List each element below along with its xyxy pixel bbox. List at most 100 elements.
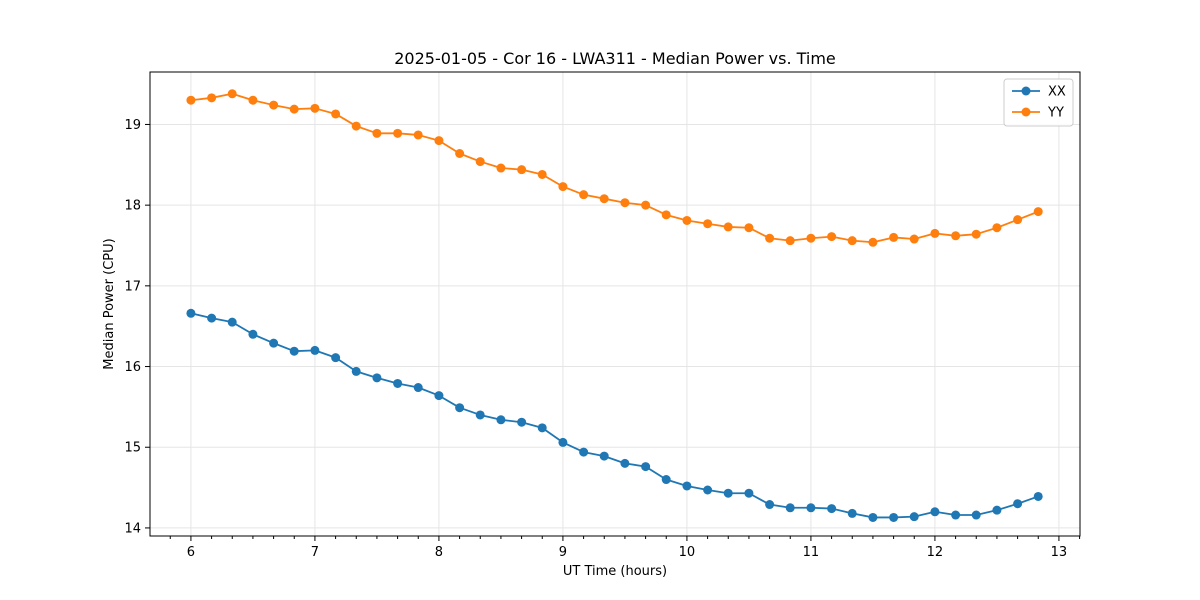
x-tick-label: 12 bbox=[927, 545, 944, 560]
y-axis-label: Median Power (CPU) bbox=[102, 238, 117, 369]
data-point-xx bbox=[269, 338, 279, 348]
x-tick-label: 7 bbox=[311, 545, 319, 560]
data-point-xx bbox=[620, 458, 630, 468]
data-point-xx bbox=[434, 391, 444, 401]
data-point-xx bbox=[992, 505, 1002, 515]
data-point-yy bbox=[599, 194, 609, 204]
series-yy bbox=[186, 89, 1043, 247]
data-point-yy bbox=[889, 232, 899, 242]
data-point-yy bbox=[951, 231, 961, 241]
x-axis-label: UT Time (hours) bbox=[563, 564, 667, 579]
legend-marker-yy bbox=[1021, 107, 1031, 117]
y-tick-label: 16 bbox=[124, 360, 141, 375]
data-point-xx bbox=[661, 475, 671, 485]
data-point-yy bbox=[558, 182, 568, 192]
data-point-yy bbox=[351, 121, 361, 131]
data-point-yy bbox=[868, 237, 878, 247]
data-point-yy bbox=[620, 198, 630, 208]
data-point-yy bbox=[434, 136, 444, 146]
y-tick-label: 15 bbox=[124, 441, 141, 456]
data-point-xx bbox=[248, 329, 258, 339]
data-point-xx bbox=[537, 423, 547, 433]
data-point-xx bbox=[785, 503, 795, 513]
data-point-yy bbox=[1033, 207, 1043, 217]
data-point-xx bbox=[372, 373, 382, 383]
x-tick-label: 10 bbox=[679, 545, 696, 560]
data-point-yy bbox=[372, 128, 382, 138]
legend-item-yy: YY bbox=[1012, 106, 1064, 121]
series-xx bbox=[186, 308, 1043, 522]
data-point-xx bbox=[599, 451, 609, 461]
data-point-xx bbox=[868, 512, 878, 522]
data-point-xx bbox=[682, 481, 692, 491]
data-point-yy bbox=[785, 236, 795, 246]
data-point-xx bbox=[641, 462, 651, 472]
data-point-xx bbox=[393, 378, 403, 388]
data-point-xx bbox=[1033, 491, 1043, 501]
y-tick-label: 18 bbox=[124, 199, 141, 214]
x-tick-label: 8 bbox=[435, 545, 443, 560]
data-point-xx bbox=[847, 508, 857, 518]
data-point-xx bbox=[289, 346, 299, 356]
data-point-xx bbox=[951, 510, 961, 520]
data-point-yy bbox=[806, 233, 816, 243]
data-point-xx bbox=[496, 415, 506, 425]
data-point-xx bbox=[806, 503, 816, 513]
data-point-xx bbox=[889, 512, 899, 522]
data-point-yy bbox=[641, 200, 651, 210]
data-point-yy bbox=[227, 89, 237, 99]
data-point-xx bbox=[186, 308, 196, 318]
x-tick-label: 13 bbox=[1051, 545, 1068, 560]
data-point-xx bbox=[765, 500, 775, 510]
data-point-xx bbox=[455, 403, 465, 413]
data-point-yy bbox=[517, 165, 527, 175]
data-point-yy bbox=[703, 219, 713, 229]
data-point-yy bbox=[579, 190, 589, 200]
x-tick-label: 6 bbox=[187, 545, 195, 560]
data-point-yy bbox=[765, 233, 775, 243]
chart-title: 2025-01-05 - Cor 16 - LWA311 - Median Po… bbox=[394, 49, 836, 68]
data-point-xx bbox=[413, 383, 423, 393]
data-point-yy bbox=[269, 100, 279, 110]
data-point-xx bbox=[310, 345, 320, 355]
axis-ticks: 6 7 8 9 10 11 12 13 14 15 16 17 18 19 bbox=[124, 118, 1081, 560]
data-point-xx bbox=[827, 504, 837, 514]
data-point-xx bbox=[930, 507, 940, 517]
data-point-xx bbox=[475, 410, 485, 420]
data-point-xx bbox=[579, 447, 589, 457]
data-point-yy bbox=[475, 157, 485, 167]
data-point-xx bbox=[723, 488, 733, 498]
data-point-yy bbox=[455, 149, 465, 159]
data-point-xx bbox=[744, 488, 754, 498]
data-point-yy bbox=[413, 130, 423, 140]
data-point-yy bbox=[847, 236, 857, 246]
y-tick-label: 19 bbox=[124, 118, 141, 133]
x-tick-label: 11 bbox=[803, 545, 820, 560]
data-point-yy bbox=[992, 223, 1002, 233]
data-point-yy bbox=[930, 228, 940, 238]
data-point-xx bbox=[227, 317, 237, 327]
data-point-yy bbox=[661, 210, 671, 220]
data-point-xx bbox=[207, 313, 217, 323]
legend-label-yy: YY bbox=[1047, 106, 1064, 121]
data-point-yy bbox=[723, 222, 733, 232]
plot-frame bbox=[149, 71, 1081, 537]
data-point-yy bbox=[827, 232, 837, 242]
data-point-yy bbox=[537, 169, 547, 179]
y-tick-label: 14 bbox=[124, 521, 141, 536]
legend: XX YY bbox=[1003, 78, 1074, 127]
data-point-yy bbox=[289, 104, 299, 114]
data-point-yy bbox=[331, 109, 341, 119]
data-point-yy bbox=[207, 93, 217, 103]
data-point-xx bbox=[558, 437, 568, 447]
data-point-yy bbox=[393, 128, 403, 138]
data-point-xx bbox=[351, 366, 361, 376]
legend-item-xx: XX bbox=[1012, 85, 1066, 100]
data-point-yy bbox=[310, 103, 320, 113]
y-tick-label: 17 bbox=[124, 279, 141, 294]
grid bbox=[150, 72, 1080, 536]
data-point-yy bbox=[682, 215, 692, 225]
series-layer bbox=[186, 89, 1043, 522]
x-tick-label: 9 bbox=[559, 545, 567, 560]
